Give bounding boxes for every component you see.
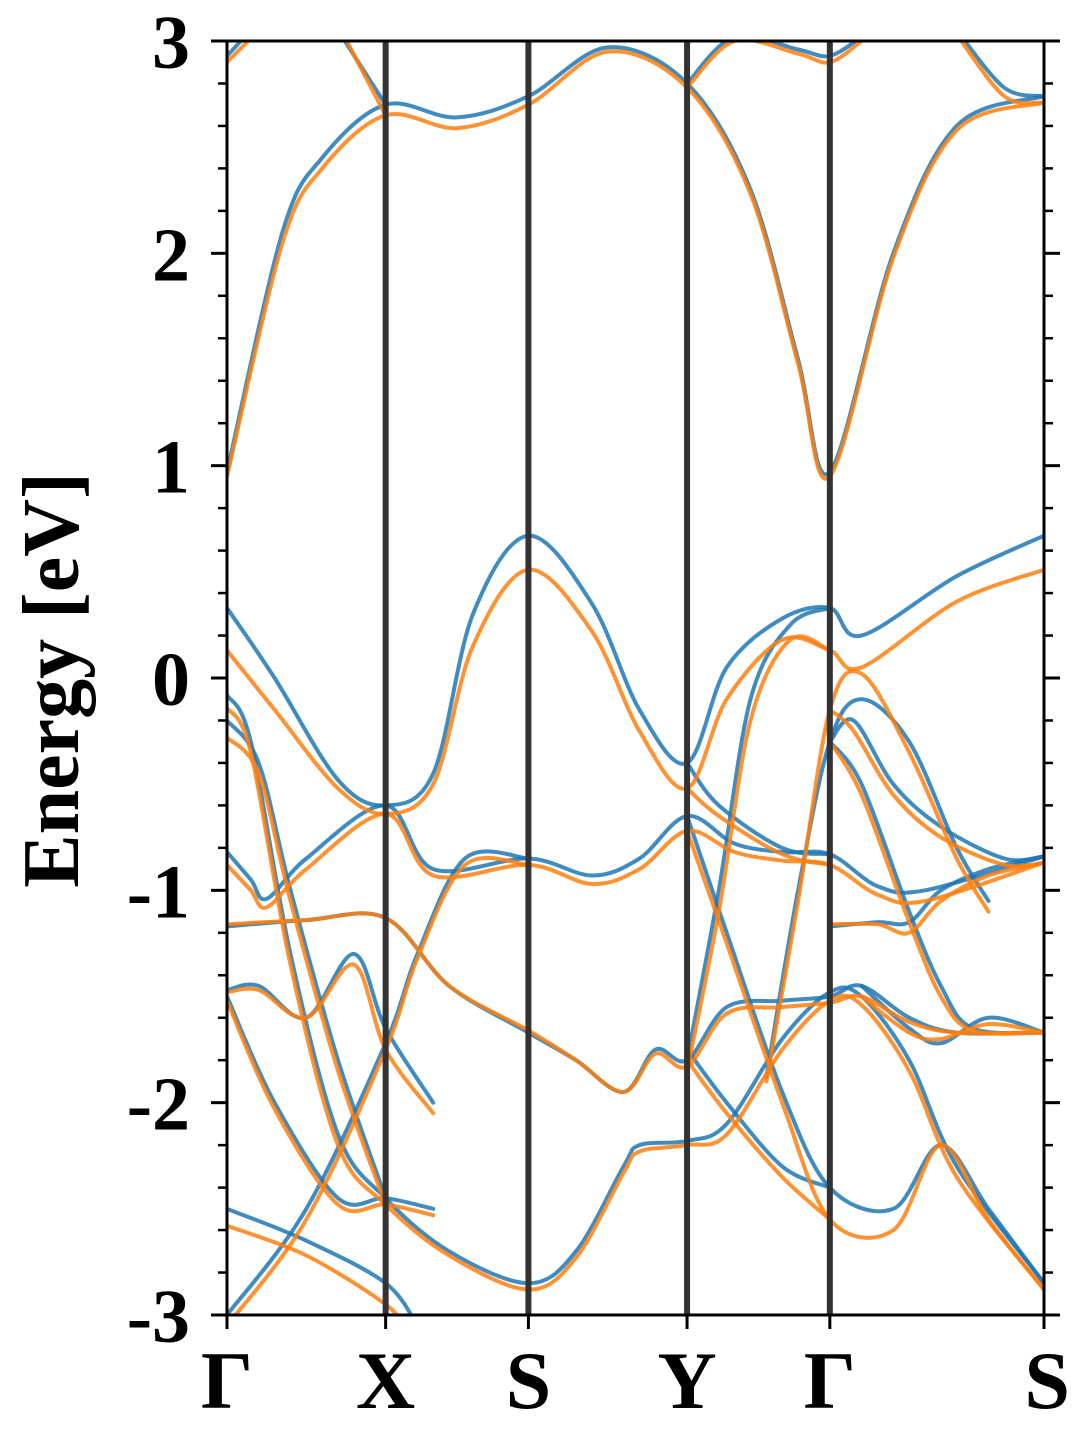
band-line	[227, 952, 436, 1105]
x-tick-label-kpoint: S	[1024, 1335, 1070, 1426]
band-line	[227, 803, 1044, 902]
band-line	[685, 760, 832, 857]
x-tick-label-kpoint: Γ	[201, 1335, 253, 1426]
band-line	[227, 962, 436, 1116]
kpoint-lines	[382, 41, 833, 1315]
band-line	[227, 1206, 414, 1315]
band-line	[685, 828, 1044, 1292]
band-line	[764, 697, 991, 1080]
bands-layer	[227, 41, 1044, 1315]
band-line	[859, 994, 1044, 1042]
y-tick-label: -1	[127, 850, 190, 934]
band-line	[685, 1047, 832, 1190]
band-line	[227, 998, 436, 1218]
band-series-2	[227, 41, 1044, 1315]
band-line	[227, 1223, 400, 1315]
band-line	[227, 911, 1044, 1094]
band-line	[962, 41, 1044, 99]
x-tick-label-kpoint: S	[506, 1335, 552, 1426]
band-line	[227, 811, 1044, 910]
band-line	[827, 860, 1044, 936]
band-line	[827, 707, 1044, 869]
band-line	[227, 533, 1044, 808]
band-line	[685, 786, 832, 867]
x-tick-label-kpoint: Γ	[804, 1335, 856, 1426]
y-tick-label: 1	[152, 426, 190, 510]
y-tick-label: 3	[152, 1, 190, 85]
band-line	[685, 605, 832, 1063]
band-line	[685, 814, 1044, 1286]
band-line	[227, 41, 251, 65]
band-line	[958, 41, 1044, 106]
x-tick-label-kpoint: X	[356, 1335, 415, 1426]
band-line	[827, 717, 1044, 863]
y-tick-label: -3	[127, 1275, 190, 1359]
y-axis-title: Energy [eV]	[8, 472, 96, 887]
y-tick-label: 2	[152, 213, 190, 297]
band-line	[827, 739, 1044, 1036]
band-line	[685, 634, 832, 1073]
band-line	[685, 41, 864, 90]
band-line	[227, 567, 1044, 816]
x-tick-label-kpoint: Y	[657, 1335, 716, 1426]
y-tick-label: -2	[127, 1063, 190, 1147]
y-tick-label: 0	[152, 638, 190, 722]
band-line	[227, 994, 436, 1211]
band-series-1	[227, 41, 1044, 1315]
band-line	[685, 41, 859, 86]
band-line	[227, 693, 1044, 1286]
band-line	[227, 705, 1044, 1292]
y-axis-ticks: -3 -2 -1 0 1 2 3	[127, 1, 1060, 1359]
band-line	[685, 1058, 832, 1222]
band-line	[232, 855, 531, 1315]
